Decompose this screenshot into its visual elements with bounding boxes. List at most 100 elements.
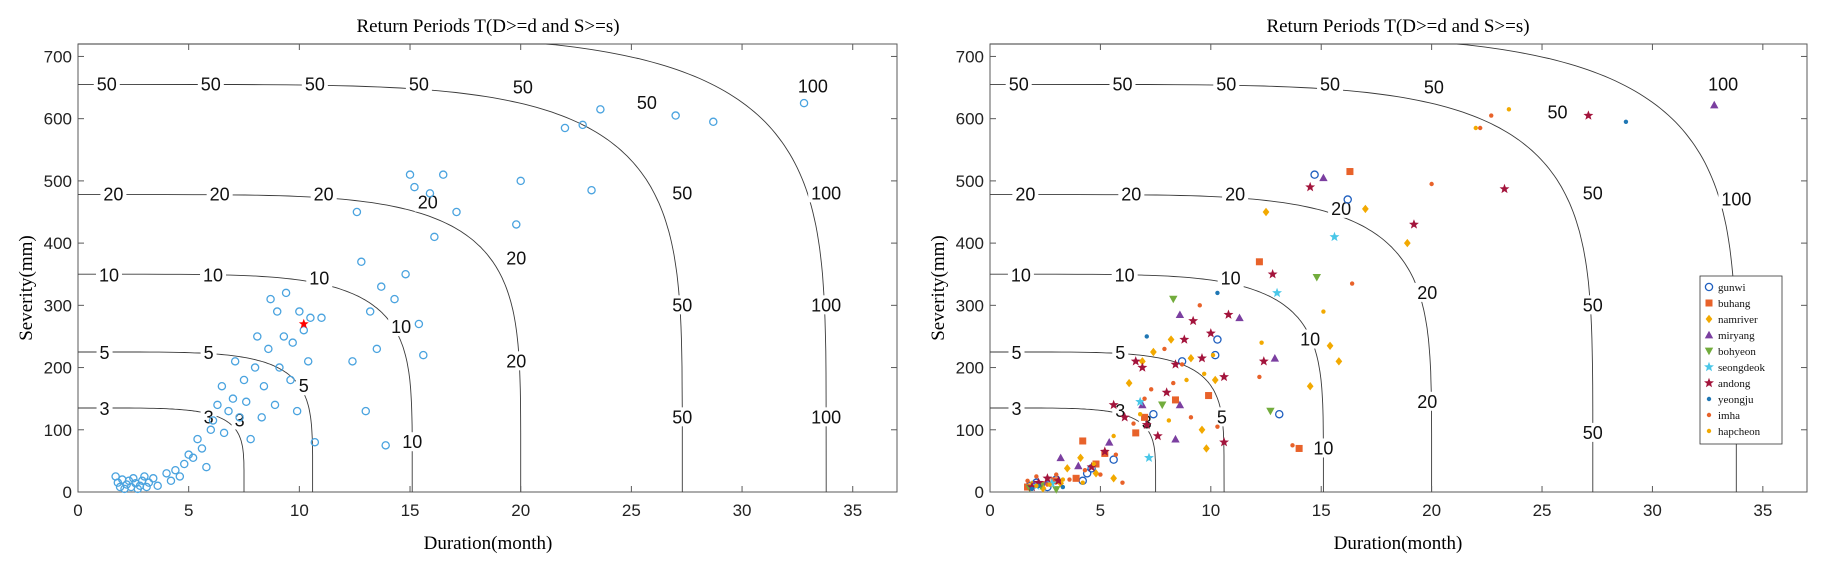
data-points xyxy=(1024,100,1719,494)
data-point xyxy=(1086,461,1097,472)
data-point xyxy=(270,400,280,410)
contour-label-bg xyxy=(669,407,696,427)
contour-label: 5 xyxy=(1011,343,1021,363)
data-point xyxy=(1259,340,1264,345)
contour-label: 20 xyxy=(506,249,526,269)
data-point xyxy=(1179,334,1190,344)
x-tick-label: 0 xyxy=(985,501,994,520)
data-point xyxy=(1295,444,1303,452)
data-point xyxy=(250,363,260,372)
legend-marker xyxy=(1704,330,1714,339)
data-point xyxy=(1266,407,1275,416)
y-tick-label: 0 xyxy=(975,483,984,502)
y-tick-label: 100 xyxy=(956,421,984,440)
contour-label-bg xyxy=(306,268,333,288)
legend-marker xyxy=(1704,377,1714,388)
data-point xyxy=(377,282,386,291)
contour-label-bg xyxy=(1705,74,1742,94)
data-point xyxy=(1082,468,1088,473)
data-point xyxy=(365,307,375,316)
contour-label-bg xyxy=(1005,74,1032,94)
contour-label-bg xyxy=(100,184,127,204)
data-point xyxy=(1125,378,1133,388)
data-point xyxy=(1213,335,1222,344)
data-point xyxy=(1034,474,1039,479)
data-point xyxy=(1319,173,1328,182)
contour-label: 5 xyxy=(1217,407,1227,427)
data-point xyxy=(1162,346,1167,352)
contour-label-bg xyxy=(1317,74,1344,94)
data-point xyxy=(213,400,222,410)
legend-label: bohyeon xyxy=(1718,346,1756,358)
legend-label: imha xyxy=(1718,410,1740,422)
data-point xyxy=(1141,413,1149,421)
x-tick-label: 20 xyxy=(1422,501,1441,520)
contour-label: 3 xyxy=(1115,401,1125,421)
data-point xyxy=(438,170,448,179)
data-point xyxy=(578,120,587,130)
contour-label: 20 xyxy=(1225,185,1245,205)
legend: gunwi buhang namriver miryang bohyeon seongde… xyxy=(1699,275,1783,445)
data-point xyxy=(1219,371,1229,382)
data-point xyxy=(1025,478,1030,483)
x-tick-label: 35 xyxy=(1753,501,1772,520)
x-tick-label: 15 xyxy=(401,501,420,520)
contour-label-bg xyxy=(1109,74,1136,94)
contour-label-bg xyxy=(808,183,845,203)
contour-label-bg xyxy=(669,295,696,315)
data-point xyxy=(1092,469,1100,478)
legend-label: miryang xyxy=(1718,330,1755,342)
data-point xyxy=(1113,452,1119,457)
data-point xyxy=(1137,362,1148,372)
contour-label: 50 xyxy=(1583,183,1603,203)
contour-label-bg xyxy=(231,410,248,430)
contour-label: 10 xyxy=(1011,265,1031,285)
y-tick-label: 400 xyxy=(44,234,72,253)
contour-label: 50 xyxy=(513,78,533,98)
contour-label-bg xyxy=(388,317,415,337)
data-point xyxy=(1210,352,1216,358)
data-point xyxy=(1169,295,1178,304)
x-tick-label: 25 xyxy=(1533,501,1552,520)
data-point xyxy=(171,465,180,475)
data-point xyxy=(1184,377,1189,383)
chart-title: Return Periods T(D>=d and S>=s) xyxy=(1266,16,1529,37)
data-point xyxy=(410,182,419,192)
x-tick-label: 5 xyxy=(1096,501,1105,520)
data-point xyxy=(129,474,138,483)
data-point xyxy=(1074,461,1083,470)
data-point xyxy=(1329,231,1340,242)
data-point xyxy=(1167,335,1175,344)
contour-label: 3 xyxy=(100,399,110,419)
contour-100-line xyxy=(990,43,1737,492)
data-point xyxy=(361,406,371,416)
contour-label: 10 xyxy=(1115,265,1135,285)
data-point xyxy=(253,332,262,341)
contour-20-line xyxy=(990,194,1433,492)
data-point xyxy=(1108,399,1119,410)
data-point xyxy=(1120,480,1125,485)
data-point xyxy=(299,325,309,335)
contour-label: 5 xyxy=(204,343,214,363)
data-point xyxy=(596,105,605,114)
contour-5-line xyxy=(78,351,314,492)
legend-marker xyxy=(1704,282,1714,292)
data-point xyxy=(352,207,362,217)
contour-label-bg xyxy=(301,74,328,94)
data-point xyxy=(264,344,273,354)
data-point xyxy=(1098,472,1103,477)
data-point xyxy=(1141,419,1152,430)
x-tick-label: 35 xyxy=(843,501,862,520)
data-point xyxy=(162,469,171,478)
contour-label: 50 xyxy=(1216,74,1236,94)
data-point xyxy=(1235,313,1244,322)
data-point xyxy=(298,318,309,329)
data-point xyxy=(430,232,439,242)
data-point xyxy=(401,269,410,279)
data-point xyxy=(202,462,211,472)
data-point xyxy=(1175,310,1185,319)
data-point xyxy=(1473,125,1478,131)
contour-label-bg xyxy=(95,265,122,285)
legend-label: yeongju xyxy=(1718,394,1754,406)
data-point xyxy=(1267,269,1278,279)
